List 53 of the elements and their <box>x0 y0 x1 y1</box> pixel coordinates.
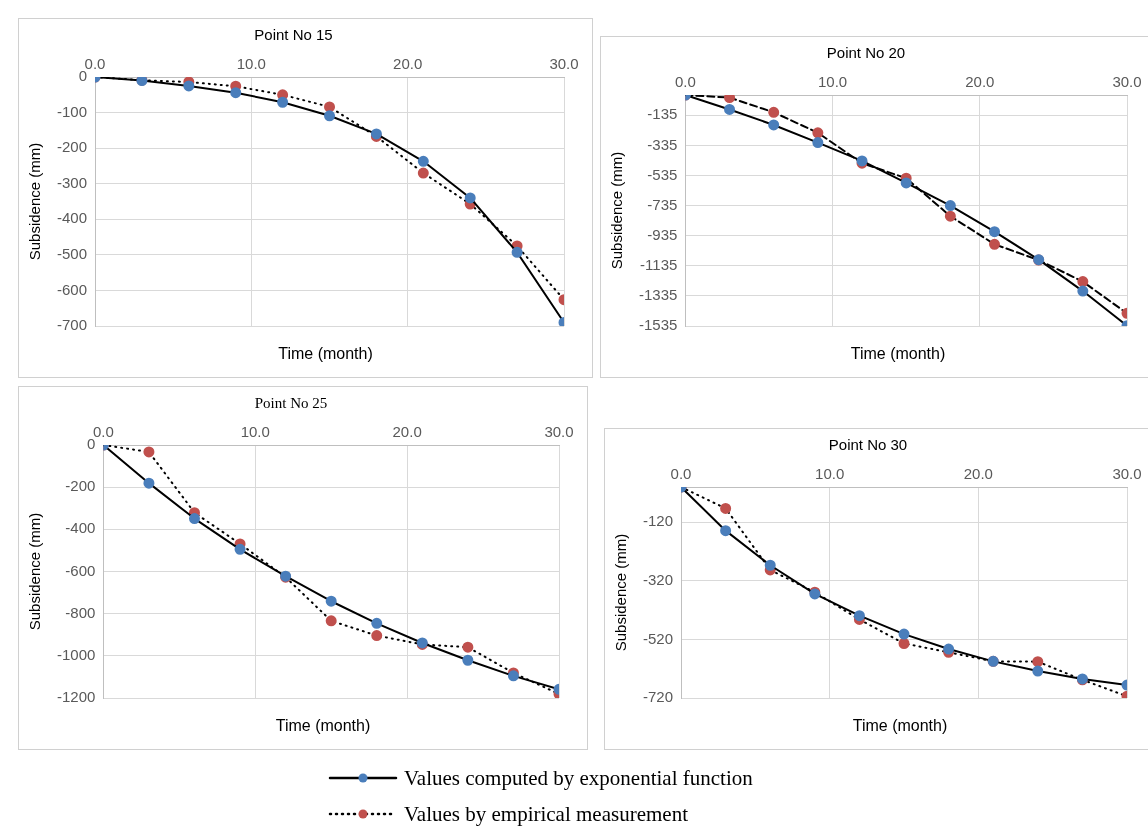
x-tick-label: 10.0 <box>236 55 266 73</box>
y-tick-label: -300 <box>56 173 88 191</box>
x-tick-label: 20.0 <box>392 423 422 441</box>
y-tick-label: -1335 <box>638 286 678 304</box>
x-tick-label: 30.0 <box>1112 465 1142 483</box>
y-tick-label: -735 <box>647 195 678 213</box>
y-tick-label: -200 <box>65 477 96 495</box>
x-tick-label: 20.0 <box>965 73 995 91</box>
x-axis-title: Time (month) <box>277 345 374 363</box>
y-tick-label: -400 <box>56 209 88 227</box>
y-axis-title: Subsidence (mm) <box>26 142 44 261</box>
legend-label: Values computed by exponential function <box>404 765 753 791</box>
y-axis-title: Subsidence (mm) <box>612 533 630 652</box>
y-tick-label: -1000 <box>56 645 96 663</box>
y-tick-label: -120 <box>642 512 674 530</box>
x-tick-label: 10.0 <box>815 465 845 483</box>
y-tick-label: -1535 <box>638 316 678 334</box>
y-tick-label: -100 <box>56 102 88 120</box>
x-tick-label: 0.0 <box>670 465 692 483</box>
y-axis-title: Subsidence (mm) <box>608 151 626 270</box>
y-tick-label: -1200 <box>56 688 96 706</box>
y-axis-title: Subsidence (mm) <box>26 512 44 631</box>
y-tick-label: -200 <box>56 138 88 156</box>
x-axis-title: Time (month) <box>851 717 949 735</box>
y-tick-label: -320 <box>642 570 674 588</box>
y-tick-label: -600 <box>65 561 96 579</box>
y-tick-label: -500 <box>56 245 88 262</box>
chart-title: Point No 15 <box>254 26 333 44</box>
y-tick-label: -535 <box>647 165 678 183</box>
chart-title: Point No 30 <box>828 436 908 454</box>
y-tick-label: -935 <box>647 225 678 243</box>
chart-title: Point No 25 <box>254 394 328 411</box>
x-tick-label: 20.0 <box>963 465 993 483</box>
x-tick-label: 30.0 <box>1112 73 1142 91</box>
y-tick-label: -335 <box>647 135 678 153</box>
x-axis-title: Time (month) <box>274 717 372 735</box>
x-tick-label: 20.0 <box>393 55 423 73</box>
x-axis-title: Time (month) <box>849 345 947 363</box>
chart-title: Point No 20 <box>826 44 906 62</box>
y-tick-label: -1135 <box>640 255 678 273</box>
x-tick-label: 10.0 <box>817 73 848 91</box>
y-tick-label: -135 <box>647 105 678 123</box>
y-tick-label: -700 <box>56 316 88 334</box>
x-tick-label: 0.0 <box>674 73 696 91</box>
y-tick-label: -520 <box>642 629 674 647</box>
x-tick-label: 30.0 <box>549 55 579 73</box>
legend-label: Values by empirical measurement <box>404 801 688 827</box>
y-tick-label: -720 <box>642 688 674 706</box>
y-tick-label: -800 <box>65 603 96 621</box>
x-tick-label: 30.0 <box>544 423 574 441</box>
y-tick-label: -600 <box>56 280 88 298</box>
x-tick-label: 10.0 <box>240 423 270 441</box>
y-tick-label: -400 <box>65 519 96 537</box>
